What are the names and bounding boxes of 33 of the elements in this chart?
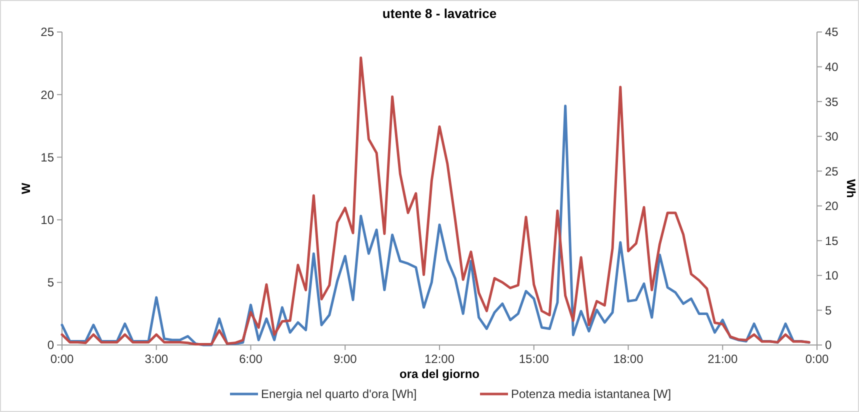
- chart-title: utente 8 - lavatrice: [382, 6, 497, 21]
- y2-tick-label: 45: [825, 25, 839, 40]
- y2-tick-label: 0: [825, 338, 832, 352]
- y2-tick-label: 15: [825, 234, 839, 248]
- y-axis-title: W: [19, 182, 33, 194]
- x-tick-label: 6:00: [239, 352, 263, 366]
- y2-axis-title: Wh: [844, 179, 858, 198]
- legend-label: Energia nel quarto d'ora [Wh]: [261, 387, 417, 402]
- y2-tick-label: 35: [825, 94, 839, 109]
- y2-tick-label: 10: [825, 268, 839, 283]
- x-tick-label: 9:00: [333, 352, 358, 366]
- y-tick-label: 0: [47, 338, 54, 352]
- y2-tick-label: 20: [825, 199, 839, 214]
- x-tick-label: 0:00: [50, 352, 74, 366]
- y-tick-label: 25: [40, 25, 54, 40]
- x-axis-title: ora del giorno: [399, 367, 480, 381]
- x-tick-label: 12:00: [424, 352, 455, 366]
- y2-tick-label: 40: [825, 60, 839, 74]
- x-tick-label: 15:00: [518, 352, 550, 366]
- y2-tick-label: 5: [825, 303, 832, 318]
- line-series: [60, 104, 810, 346]
- x-tick-label: 3:00: [144, 352, 168, 366]
- y-tick-label: 5: [47, 276, 54, 290]
- y-tick-label: 10: [40, 213, 54, 227]
- y2-tick-label: 30: [825, 130, 839, 144]
- legend-label: Potenza media istantanea [W]: [511, 387, 672, 402]
- x-tick-label: 18:00: [613, 352, 644, 366]
- x-tick-label: 0:00: [805, 352, 829, 366]
- y2-tick-label: 25: [825, 164, 839, 178]
- y-tick-label: 15: [40, 150, 54, 164]
- y-tick-label: 20: [40, 88, 54, 102]
- x-tick-label: 21:00: [708, 352, 738, 366]
- line-series: [60, 56, 810, 346]
